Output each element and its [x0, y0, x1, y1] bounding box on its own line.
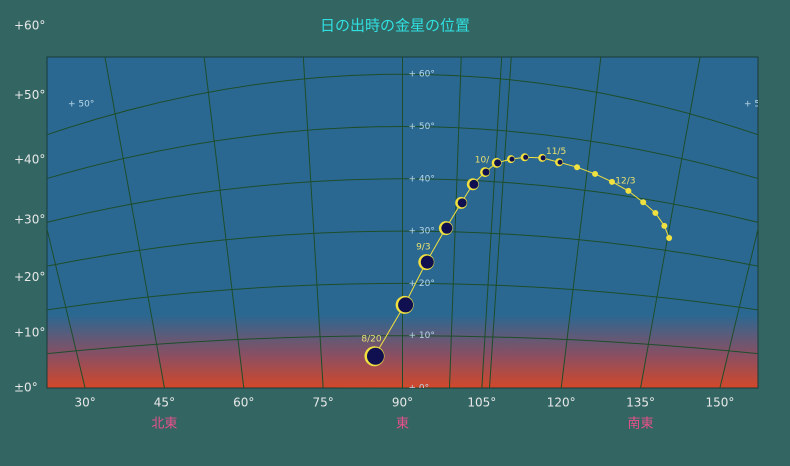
venus	[592, 170, 599, 177]
x-tick-label: 60°	[233, 396, 254, 410]
y-tick-label: ±0°	[14, 381, 38, 395]
x-tick-label: 45°	[154, 396, 175, 410]
direction-label: 南東	[628, 416, 654, 432]
venus	[661, 222, 668, 229]
grid-line	[560, 57, 602, 388]
x-tick-label: 90°	[392, 396, 413, 410]
venus-shadow	[509, 156, 515, 162]
venus-shadow	[420, 255, 434, 269]
venus	[625, 187, 632, 194]
venus-shadow	[482, 168, 490, 176]
venus-shadow	[441, 222, 453, 234]
date-label: 11/5	[546, 147, 566, 157]
y-tick-label: +60°	[14, 19, 45, 33]
venus	[608, 178, 615, 185]
grid-line	[489, 57, 512, 388]
venus-shadow	[540, 155, 546, 161]
inner-tick-label: + 30°	[409, 227, 435, 237]
chart-title: 日の出時の金星の位置	[320, 17, 470, 35]
inner-tick-label: + 0°	[409, 384, 430, 394]
direction-label: 東	[396, 416, 409, 432]
venus	[652, 209, 659, 216]
inner-tick-label: + 40°	[409, 174, 435, 184]
y-tick-label: +30°	[14, 212, 45, 226]
inner-tick-label: + 50°	[409, 122, 435, 132]
venus-shadow	[557, 159, 563, 165]
x-tick-label: 75°	[313, 396, 334, 410]
grid-line	[719, 226, 758, 388]
grid-line	[640, 57, 701, 388]
inner-tick-label: + 20°	[409, 279, 435, 289]
grid-line	[449, 57, 462, 388]
inner-tick-label: + 10°	[409, 331, 435, 341]
y-tick-label: +20°	[14, 270, 45, 284]
side-label: + 50°	[744, 100, 770, 110]
venus-shadow	[457, 198, 467, 208]
date-label: 12/3	[615, 176, 635, 186]
venus	[666, 235, 673, 242]
date-label: 10/	[475, 156, 490, 166]
grid-line	[481, 57, 503, 388]
venus-shadow	[398, 297, 414, 313]
side-label: + 50°	[68, 100, 94, 110]
x-tick-label: 120°	[547, 396, 576, 410]
venus	[640, 199, 647, 206]
plot-layer: + 0° + 10° + 20° + 30° + 40° + 50° + 60° + 50° +…	[47, 57, 770, 394]
venus-shadow	[366, 347, 384, 365]
venus-shadow	[494, 159, 502, 167]
grid-line	[203, 57, 245, 388]
inner-tick-label: + 60°	[409, 70, 435, 80]
x-tick-label: 30°	[74, 396, 95, 410]
direction-label: 北東	[151, 416, 177, 432]
x-tick-label: 150°	[705, 396, 734, 410]
grid-line	[302, 57, 324, 388]
venus-shadow	[469, 179, 479, 189]
grid-line	[104, 57, 165, 388]
venus-shadow	[523, 154, 529, 160]
grid-line	[47, 226, 86, 388]
y-tick-label: +40°	[14, 152, 45, 166]
venus	[574, 164, 581, 171]
y-tick-label: +10°	[14, 326, 45, 340]
x-tick-label: 105°	[467, 396, 496, 410]
x-tick-label: 135°	[626, 396, 655, 410]
date-label: 9/3	[416, 243, 430, 253]
y-tick-label: +50°	[14, 88, 45, 102]
date-label: 8/20	[361, 335, 381, 345]
